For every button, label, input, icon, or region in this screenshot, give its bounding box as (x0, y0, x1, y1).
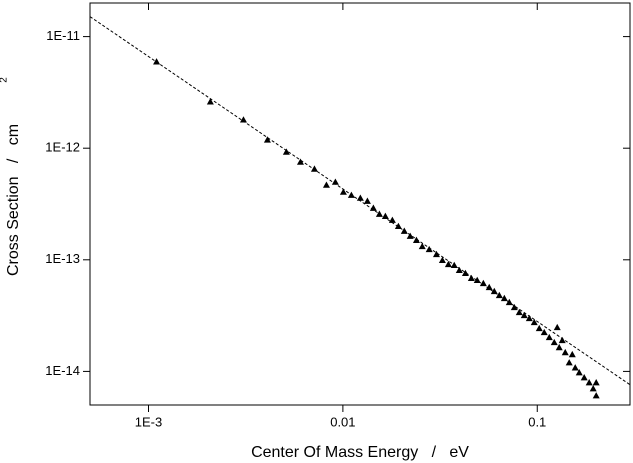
data-point (467, 274, 475, 282)
data-point (490, 287, 498, 295)
data-point (479, 279, 487, 287)
data-point (444, 260, 452, 268)
data-point (239, 116, 247, 123)
data-point (485, 283, 493, 291)
data-point (310, 165, 318, 172)
data-point (331, 178, 339, 185)
data-point (545, 333, 553, 341)
data-point (575, 369, 583, 376)
data-point (561, 348, 569, 356)
data-point (322, 181, 330, 188)
data-point (425, 245, 433, 253)
data-point (473, 276, 481, 284)
data-point (530, 318, 538, 326)
data-point (388, 216, 396, 223)
data-point (432, 250, 440, 258)
data-point (438, 256, 446, 263)
y-tick-label: 1E-12 (45, 140, 80, 155)
data-point (500, 294, 508, 302)
data-point (363, 197, 371, 204)
data-point (592, 379, 600, 386)
data-point (339, 188, 347, 195)
x-tick-label: 0.1 (528, 414, 546, 429)
data-point (282, 148, 290, 155)
data-point (568, 350, 576, 358)
data-point (455, 266, 463, 274)
data-point (565, 359, 573, 366)
data-point (553, 323, 561, 331)
data-point (296, 158, 304, 165)
data-point (418, 242, 426, 250)
y-tick-label: 1E-11 (46, 28, 80, 43)
y-tick-label: 1E-14 (45, 363, 80, 378)
data-point (263, 136, 271, 143)
data-point (461, 269, 469, 277)
data-point (206, 98, 214, 105)
x-tick-label: 0.01 (330, 414, 355, 429)
data-point (412, 236, 420, 243)
data-point (550, 338, 558, 346)
data-point (381, 212, 389, 219)
data-point (394, 222, 402, 230)
data-point (515, 308, 523, 316)
data-point (356, 194, 364, 201)
data-point (495, 291, 503, 299)
data-point (558, 336, 566, 344)
y-tick-label: 1E-13 (45, 251, 80, 266)
data-point (520, 311, 528, 319)
y-axis-label-superscript: 2 (0, 77, 10, 83)
x-tick-label: 1E-3 (135, 414, 162, 429)
data-point (406, 232, 414, 239)
data-point (369, 204, 377, 211)
data-point (571, 364, 579, 371)
data-point (555, 343, 563, 351)
data-point (540, 328, 548, 336)
data-point (525, 314, 533, 322)
data-point (375, 210, 383, 217)
data-point (510, 303, 518, 311)
data-point (153, 58, 161, 65)
data-point (580, 374, 588, 381)
data-point (400, 227, 408, 234)
plot-frame (89, 2, 631, 406)
x-axis-label: Center Of Mass Energy / eV (251, 444, 469, 461)
y-axis-label: Cross Section / cm (5, 124, 22, 276)
data-point (450, 261, 458, 269)
data-point (585, 379, 593, 386)
data-point (592, 392, 600, 399)
data-point (535, 324, 543, 332)
data-point (589, 385, 597, 392)
data-point (505, 298, 513, 306)
data-point (347, 191, 355, 198)
